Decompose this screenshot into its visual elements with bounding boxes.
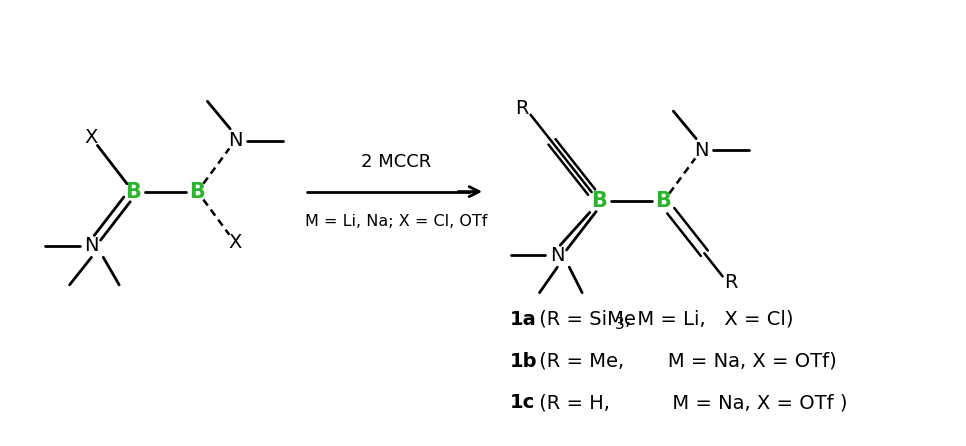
Text: (R = Me,       M = Na, X = OTf): (R = Me, M = Na, X = OTf) [532, 352, 837, 371]
Text: M = Li, Na; X = Cl, OTf: M = Li, Na; X = Cl, OTf [304, 214, 487, 228]
Text: (R = SiMe: (R = SiMe [532, 310, 636, 329]
Text: (R = H,          M = Na, X = OTf ): (R = H, M = Na, X = OTf ) [532, 393, 847, 412]
Text: B: B [126, 182, 141, 202]
Text: N: N [550, 246, 564, 265]
Text: 2 MCCR: 2 MCCR [360, 153, 431, 171]
Text: B: B [591, 191, 607, 211]
Text: N: N [84, 236, 99, 255]
Text: X: X [85, 128, 99, 147]
Text: N: N [228, 131, 242, 150]
Text: B: B [656, 191, 671, 211]
Text: 1b: 1b [510, 352, 537, 371]
Text: 1a: 1a [510, 310, 536, 329]
Text: 1c: 1c [510, 393, 535, 412]
Text: , M = Li,   X = Cl): , M = Li, X = Cl) [625, 310, 793, 329]
Text: R: R [724, 273, 738, 292]
Text: B: B [189, 182, 206, 202]
Text: N: N [694, 141, 708, 160]
Text: R: R [515, 99, 528, 118]
Text: 3: 3 [614, 317, 625, 332]
Text: X: X [229, 233, 242, 252]
